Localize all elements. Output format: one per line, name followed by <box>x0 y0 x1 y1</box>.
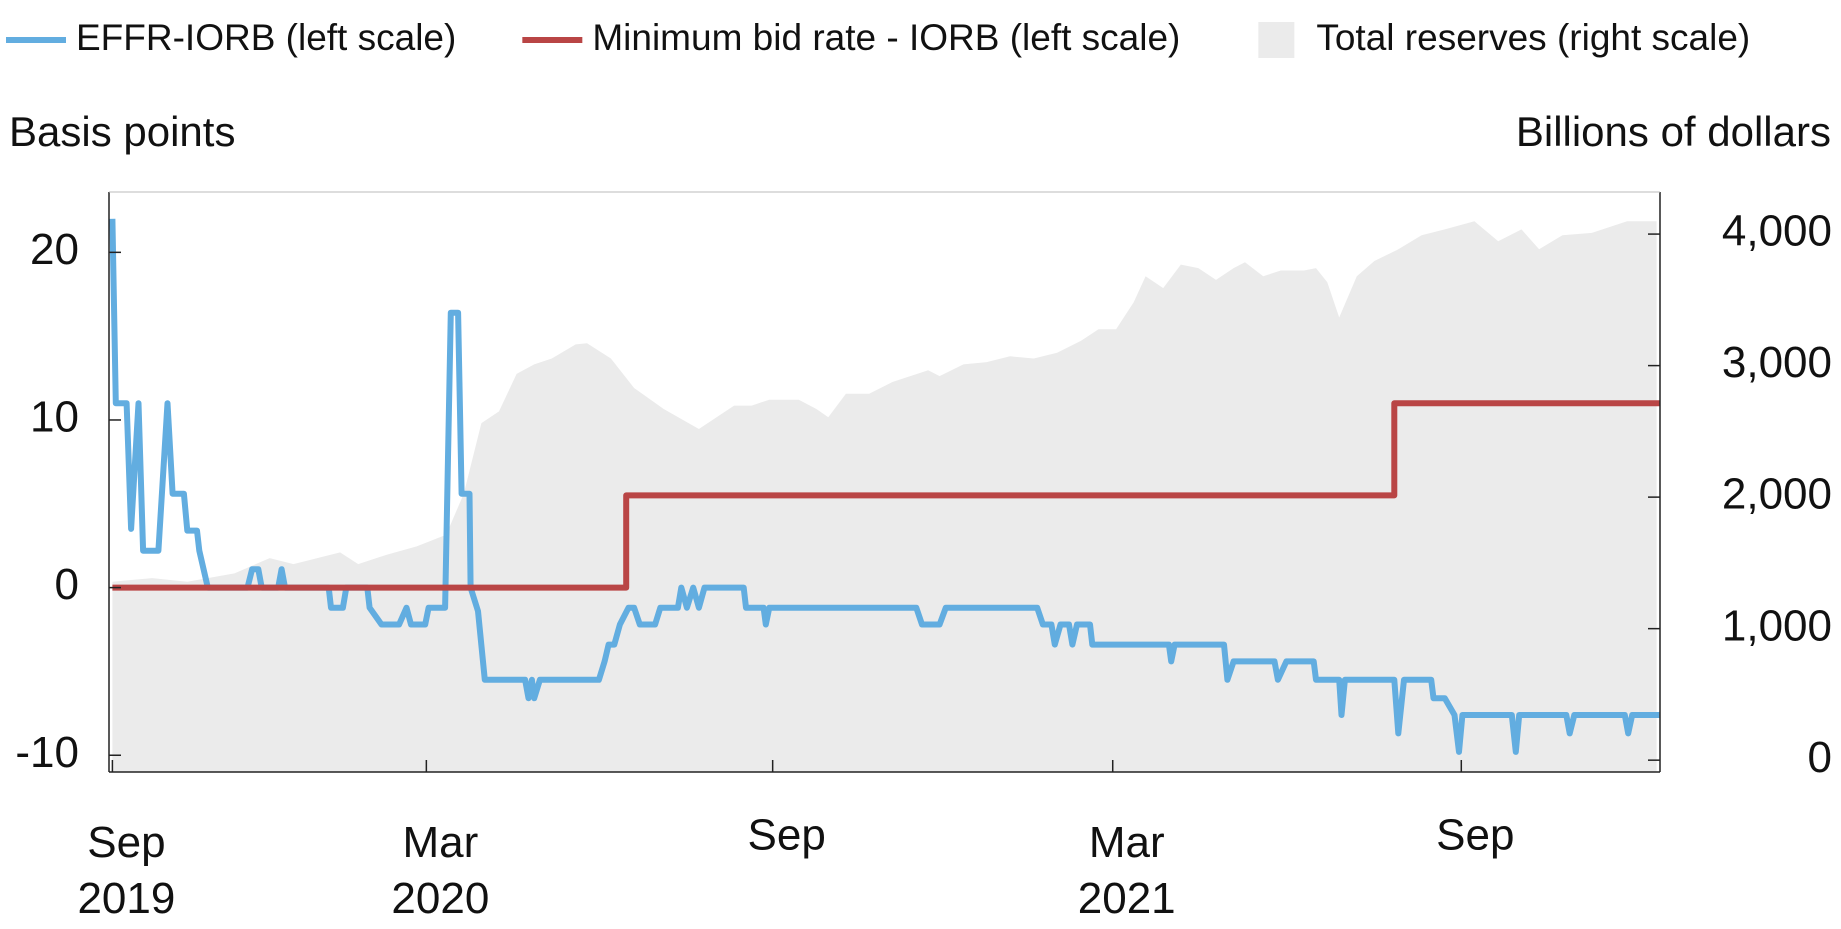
legend-label: Minimum bid rate - IORB (left scale) <box>592 17 1180 58</box>
y-tick-label: -10 <box>15 728 79 777</box>
legend-swatch <box>1258 22 1295 58</box>
x-tick-label: Mar 2021 <box>1078 818 1176 923</box>
y2-tick-label: 1,000 <box>1722 601 1832 650</box>
x-tick-label: Mar 2020 <box>391 818 489 923</box>
y2-tick-label: 0 <box>1808 733 1832 782</box>
y-tick-label: 20 <box>30 225 79 274</box>
y2-tick-label: 2,000 <box>1722 470 1832 519</box>
y2-axis-title: Billions of dollars <box>1516 108 1831 155</box>
y2-tick-label: 4,000 <box>1722 207 1832 256</box>
legend-label: EFFR-IORB (left scale) <box>76 17 456 58</box>
line <box>112 400 1660 591</box>
x-tick-label: Sep 2019 <box>77 818 175 923</box>
y-axis-title: Basis points <box>9 108 235 155</box>
y2-tick-label: 3,000 <box>1722 338 1832 387</box>
x-tick-label: Sep <box>748 811 826 860</box>
line <box>109 218 1660 755</box>
y-tick-label: 10 <box>30 393 79 442</box>
y-tick-label: 0 <box>55 560 79 609</box>
legend-label: Total reserves (right scale) <box>1316 17 1750 58</box>
x-tick-label: Sep <box>1436 811 1514 860</box>
